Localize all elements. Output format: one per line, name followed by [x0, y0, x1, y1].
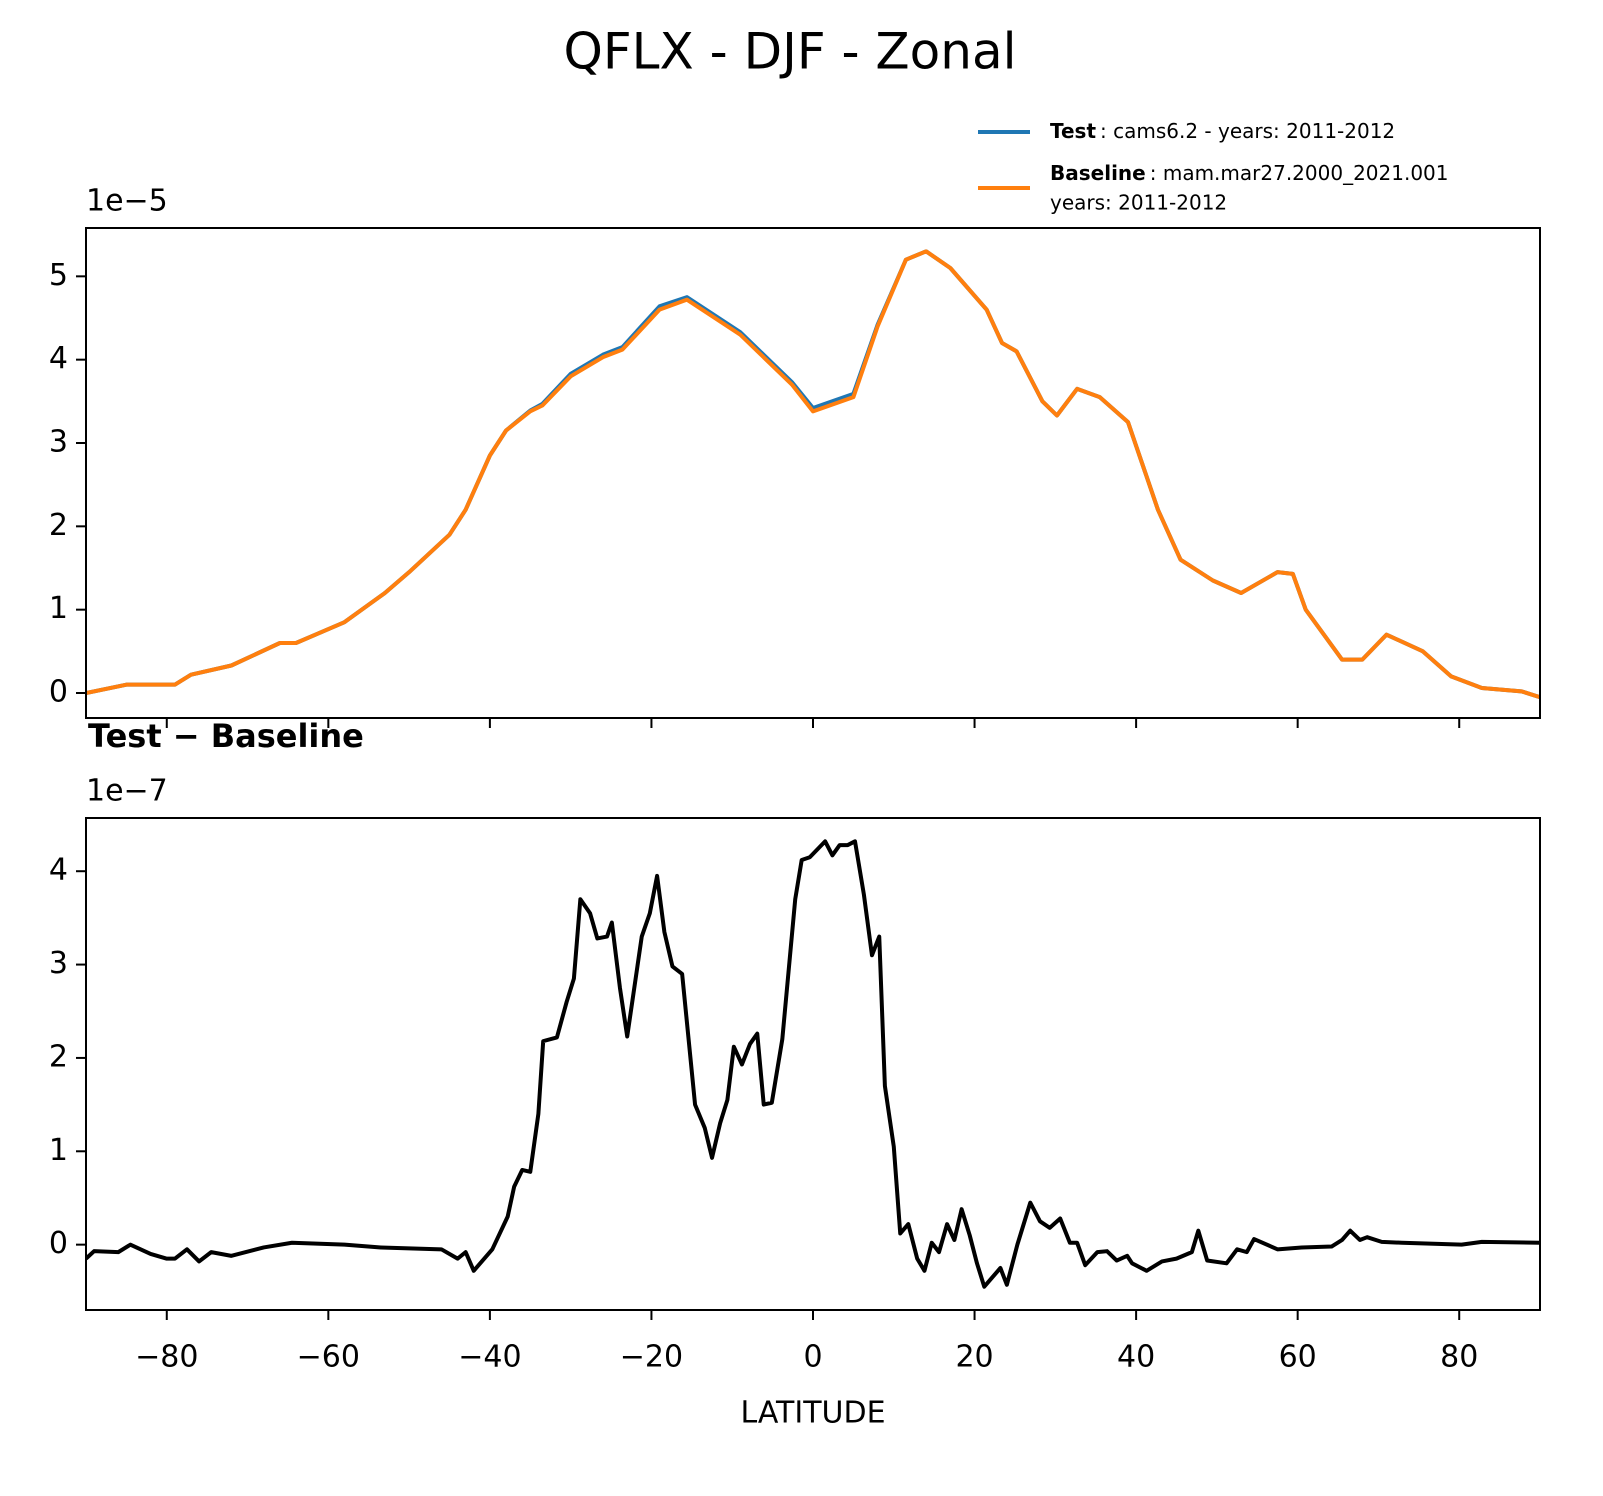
x-tick-label: −80 — [135, 1340, 198, 1375]
x-tick-label: −20 — [620, 1340, 683, 1375]
y-tick-label: 3 — [49, 946, 68, 981]
y-tick-label: 0 — [49, 1226, 68, 1261]
y-tick-label: 1 — [49, 591, 68, 626]
x-tick-label: 80 — [1440, 1340, 1478, 1375]
y-tick-label: 2 — [49, 508, 68, 543]
y-tick-label: 2 — [49, 1039, 68, 1074]
subplot-title: Test − Baseline — [88, 717, 364, 755]
legend-label: Test: cams6.2 - years: 2011-2012 — [1050, 119, 1395, 143]
legend-description: : mam.mar27.2000_2021.001 — [1150, 161, 1449, 185]
x-tick-label: 60 — [1279, 1340, 1317, 1375]
y-tick-label: 4 — [49, 853, 68, 888]
y-tick-label: 1 — [49, 1133, 68, 1168]
legend-description: years: 2011-2012 — [1050, 191, 1227, 215]
data-line — [86, 839, 1540, 1289]
y-tick-label: 3 — [49, 425, 68, 460]
y-offset-label: 1e−7 — [86, 774, 168, 809]
legend-name: Baseline — [1050, 161, 1146, 185]
x-tick-label: 40 — [1117, 1340, 1155, 1375]
legend-label: Baseline: mam.mar27.2000_2021.001 — [1050, 161, 1449, 185]
x-tick-label: −40 — [458, 1340, 521, 1375]
y-tick-label: 0 — [49, 675, 68, 710]
y-tick-label: 5 — [49, 258, 68, 293]
axes-frame — [85, 227, 1541, 719]
figure-title: QFLX - DJF - Zonal — [564, 23, 1017, 81]
data-line — [86, 249, 1540, 700]
y-offset-label: 1e−5 — [86, 184, 168, 219]
x-axis-label: LATITUDE — [740, 1396, 885, 1431]
y-tick-label: 4 — [49, 341, 68, 376]
legend-description: : cams6.2 - years: 2011-2012 — [1100, 119, 1395, 143]
legend-name: Test — [1050, 119, 1096, 143]
x-tick-label: 0 — [803, 1340, 822, 1375]
x-tick-label: −60 — [297, 1340, 360, 1375]
axes-frame — [85, 817, 1541, 1311]
x-tick-label: 20 — [955, 1340, 993, 1375]
